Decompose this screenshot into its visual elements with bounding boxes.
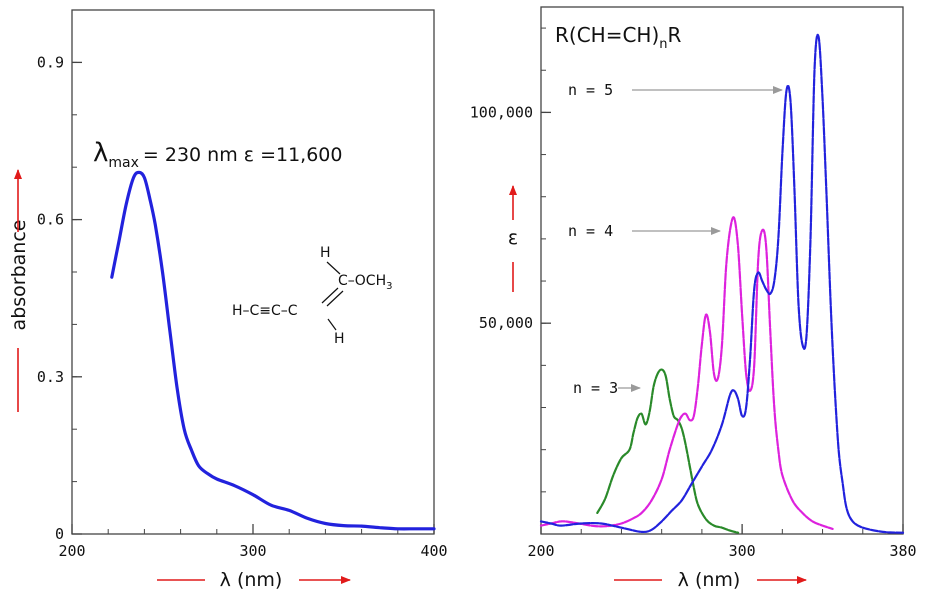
bond-h-bottom — [327, 318, 337, 331]
absorbance-chart: 0 0.3 0.6 0.9 200 300 400 absorbance λ (nm) λ… — [8, 9, 448, 591]
series-annotations: n = 5 n = 4 n = 3 — [568, 81, 783, 397]
right-x-tick-labels: 200 300 380 — [527, 542, 916, 560]
right-series-group — [539, 33, 905, 534]
right-plot-frame — [540, 6, 904, 535]
title-main: R(CH=CH) — [555, 23, 659, 47]
epsilon-chart: 50,000 100,000 200 300 380 R(CH=CH)nR ε λ (… — [470, 6, 917, 591]
title-subscript: n — [659, 37, 667, 52]
structure-h-bottom: H — [334, 331, 345, 347]
left-x-label: λ (nm) — [220, 569, 283, 591]
annotation-n4: n = 4 — [568, 222, 613, 240]
left-series-line-series-0 — [110, 170, 436, 531]
left-x-tick-label: 200 — [58, 542, 85, 560]
right-y-axis-label: ε — [508, 185, 518, 292]
right-series-line-n-3 — [596, 368, 740, 534]
right-chart-title: R(CH=CH)nR — [555, 23, 682, 52]
left-y-axis-label: absorbance — [8, 169, 30, 412]
right-tick-marks — [540, 27, 904, 534]
right-series-line-n-4 — [539, 216, 834, 530]
left-x-tick-labels: 200 300 400 — [58, 542, 447, 560]
bond-h-top — [326, 261, 341, 275]
lambda-max-value-text: = 230 nm ε =11,600 — [143, 144, 343, 166]
left-x-tick-label: 300 — [239, 542, 266, 560]
structure-och3: C–OCH3 — [338, 273, 392, 292]
left-plot-frame — [71, 9, 435, 535]
left-y-label: absorbance — [8, 220, 30, 331]
lambda-symbol: λ — [93, 138, 108, 168]
structure-chain: H–C≡C–C — [232, 303, 298, 319]
right-x-tick-label: 300 — [729, 542, 756, 560]
left-y-tick-label: 0.3 — [37, 368, 64, 386]
left-y-tick-label: 0.9 — [37, 53, 64, 71]
lambda-max-annotation: λmax = 230 nm ε =11,600 — [93, 138, 342, 171]
structure-h-top: H — [320, 245, 331, 261]
lambda-subscript: max — [108, 155, 139, 171]
right-y-tick-labels: 50,000 100,000 — [470, 103, 533, 332]
left-y-tick-labels: 0 0.3 0.6 0.9 — [37, 53, 64, 543]
och3-subscript: 3 — [386, 281, 392, 292]
right-x-label: λ (nm) — [678, 569, 741, 591]
double-bond-a — [321, 287, 339, 304]
annotation-n3: n = 3 — [573, 379, 618, 397]
right-x-tick-label: 200 — [527, 542, 554, 560]
left-y-tick-label: 0.6 — [37, 211, 64, 229]
right-y-label: ε — [508, 227, 518, 249]
left-x-tick-label: 400 — [420, 542, 447, 560]
right-x-tick-label: 380 — [889, 542, 916, 560]
double-bond-b — [326, 290, 344, 307]
right-x-axis-label: λ (nm) — [614, 569, 807, 591]
right-y-tick-label: 100,000 — [470, 103, 533, 121]
left-tick-marks — [71, 9, 435, 535]
left-x-axis-label: λ (nm) — [157, 569, 351, 591]
left-series-group — [110, 170, 436, 531]
right-y-tick-label: 50,000 — [479, 314, 533, 332]
left-y-tick-label: 0 — [55, 525, 64, 543]
molecule-structure: H C–OCH3 H–C≡C–C H — [232, 245, 392, 347]
title-end: R — [668, 23, 682, 47]
och3-text: C–OCH — [338, 273, 386, 289]
annotation-n5: n = 5 — [568, 81, 613, 99]
right-series-line-n-5 — [539, 33, 905, 534]
